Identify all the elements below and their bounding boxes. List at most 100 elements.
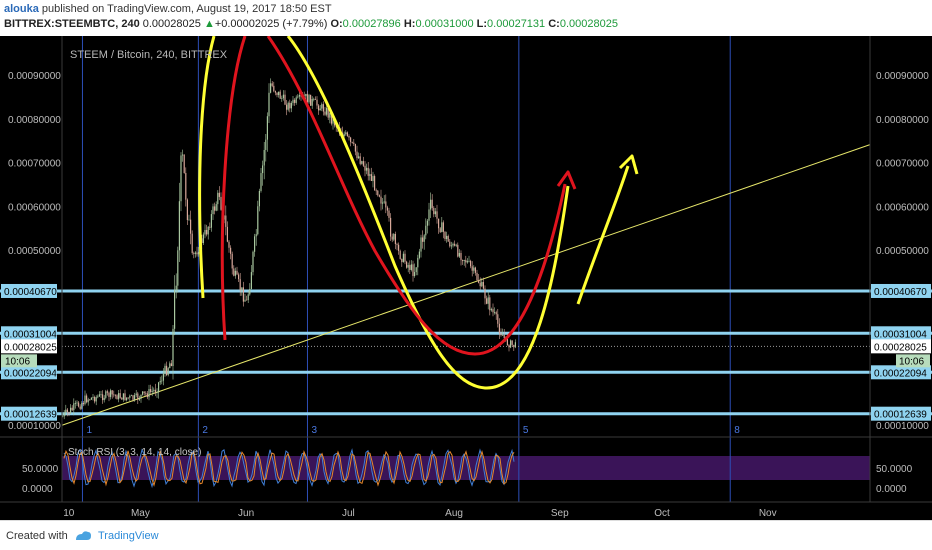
candle-body bbox=[143, 391, 145, 393]
candle-body bbox=[385, 201, 387, 208]
candle-body bbox=[210, 214, 212, 228]
candle-body bbox=[204, 229, 206, 235]
candle-body bbox=[308, 94, 310, 103]
yellow-curve-right[interactable] bbox=[576, 165, 630, 305]
candle-body bbox=[404, 253, 406, 262]
candle-body bbox=[113, 394, 115, 396]
yellow-curve-main[interactable] bbox=[286, 36, 570, 390]
red-curve-main[interactable] bbox=[266, 36, 567, 356]
candle-body bbox=[134, 395, 136, 400]
candle-body bbox=[164, 365, 166, 374]
candle-body bbox=[326, 107, 328, 115]
chart-area[interactable]: 0.00090000 0.00090000 0.00080000 0.00080000… bbox=[0, 36, 932, 520]
candle-body bbox=[142, 391, 144, 395]
close-value: 0.00028025 bbox=[559, 18, 618, 30]
high-value: 0.00031000 bbox=[415, 18, 474, 30]
countdown-label-left: 10:06 bbox=[5, 356, 30, 367]
candle-body bbox=[380, 196, 382, 204]
candle-body bbox=[502, 334, 504, 336]
candle-body bbox=[279, 91, 281, 99]
author-name[interactable]: alouka bbox=[4, 3, 39, 15]
candle-body bbox=[278, 91, 280, 95]
candle-body bbox=[287, 102, 289, 110]
y-tick-label-left: 0.00070000 bbox=[8, 159, 61, 170]
candle-body bbox=[476, 272, 478, 281]
candle-body bbox=[108, 392, 110, 397]
candle-body bbox=[351, 142, 353, 143]
candle-body bbox=[481, 282, 483, 287]
candle-body bbox=[258, 190, 260, 207]
level-badge-left bbox=[1, 283, 57, 298]
candle-body bbox=[260, 173, 262, 191]
candle-body bbox=[225, 215, 227, 227]
low-label: L: bbox=[476, 18, 488, 30]
symbol-interval: BITTREX:STEEMBTC, 240 bbox=[4, 18, 140, 30]
chart-svg[interactable]: 0.00090000 0.00090000 0.00080000 0.00080000… bbox=[0, 36, 932, 520]
candle-body bbox=[239, 279, 241, 291]
candle-body bbox=[151, 390, 153, 392]
y-tick-label-left: 0.00010000 bbox=[8, 421, 61, 432]
candle-body bbox=[132, 395, 134, 400]
candle-body bbox=[479, 282, 481, 287]
candle-body bbox=[169, 363, 171, 369]
candle-body bbox=[489, 297, 491, 311]
y-tick-label-right: 0.00080000 bbox=[876, 115, 929, 126]
x-tick-label: May bbox=[131, 508, 150, 519]
candle-body bbox=[78, 402, 80, 407]
candle-body bbox=[241, 287, 243, 291]
candle-body bbox=[460, 252, 462, 261]
candle-body bbox=[206, 229, 208, 235]
candle-body bbox=[175, 285, 177, 291]
candle-body bbox=[311, 98, 313, 106]
level-label-right: 0.00012639 bbox=[874, 410, 927, 421]
candle-body bbox=[276, 92, 278, 95]
candle-body bbox=[354, 144, 356, 152]
candle-body bbox=[442, 222, 444, 232]
red-curve-left[interactable] bbox=[220, 36, 247, 341]
candle-body bbox=[161, 380, 163, 382]
candle-body bbox=[244, 299, 246, 302]
candle-body bbox=[391, 236, 393, 240]
candle-body bbox=[422, 237, 424, 242]
candle-body bbox=[497, 314, 499, 324]
candle-body bbox=[418, 251, 420, 258]
candle-body bbox=[89, 399, 91, 401]
x-tick-label: Jul bbox=[342, 508, 355, 519]
candle-body bbox=[234, 270, 236, 276]
candle-body bbox=[118, 393, 120, 400]
candle-body bbox=[257, 206, 259, 235]
candle-body bbox=[374, 176, 376, 191]
candle-body bbox=[230, 247, 232, 254]
countdown-label-right: 10:06 bbox=[899, 356, 924, 367]
candle-body bbox=[465, 260, 467, 263]
candle-body bbox=[81, 402, 83, 409]
candle-body bbox=[356, 151, 358, 159]
yellow-curve-left[interactable] bbox=[198, 36, 216, 299]
candle-body bbox=[186, 199, 188, 220]
candle-body bbox=[214, 206, 216, 211]
candle-body bbox=[217, 192, 219, 205]
vertical-marker-label: 1 bbox=[86, 425, 92, 436]
candle-body bbox=[372, 176, 374, 182]
candle-body bbox=[510, 340, 512, 348]
candle-body bbox=[190, 219, 192, 234]
candle-body bbox=[426, 220, 428, 226]
last-price-badge-left bbox=[1, 339, 57, 354]
candle-body bbox=[126, 397, 128, 401]
tradingview-brand-link[interactable]: TradingView bbox=[98, 530, 159, 542]
candle-body bbox=[121, 397, 123, 400]
symbol-line: BITTREX:STEEMBTC, 240 0.00028025 ▲+0.000… bbox=[4, 18, 618, 30]
candle-body bbox=[228, 241, 230, 248]
candle-body bbox=[478, 280, 480, 283]
candle-body bbox=[191, 233, 193, 254]
candle-body bbox=[362, 161, 364, 166]
candle-body bbox=[110, 390, 112, 397]
chart-title: STEEM / Bitcoin, 240, BITTREX bbox=[70, 49, 228, 61]
candle-body bbox=[182, 154, 184, 156]
candle-body bbox=[433, 207, 435, 215]
x-tick-label: Sep bbox=[551, 508, 569, 519]
y-tick-label-left: 0.00080000 bbox=[8, 115, 61, 126]
candle-body bbox=[148, 389, 150, 398]
candle-body bbox=[313, 98, 315, 100]
trendline[interactable] bbox=[61, 144, 871, 426]
